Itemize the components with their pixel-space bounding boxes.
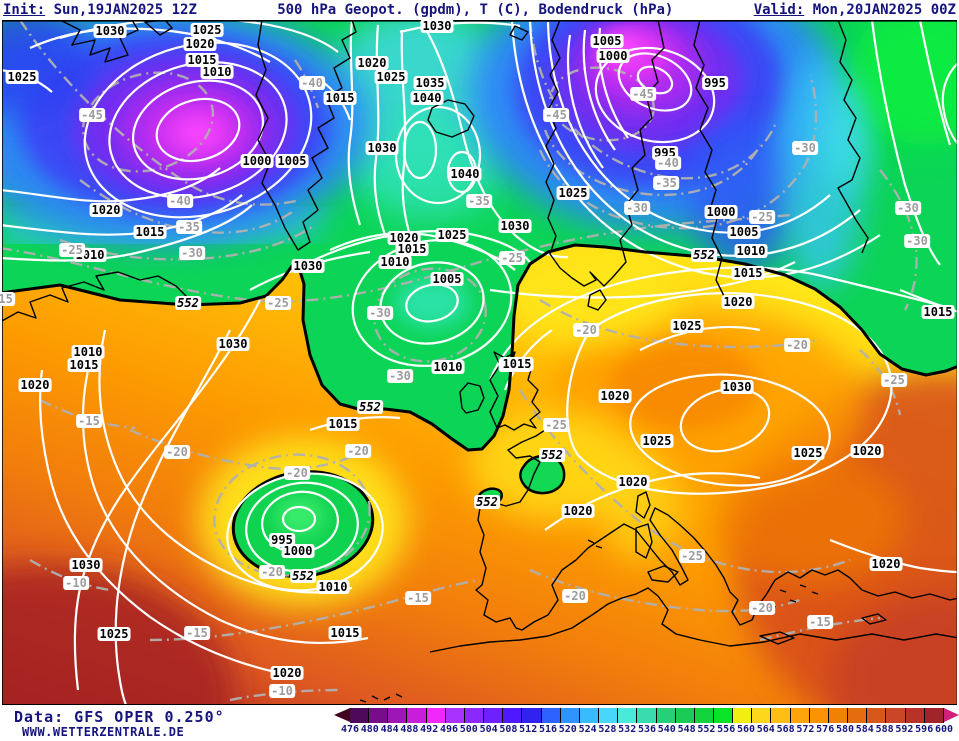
colorbar-tick-label: 496 bbox=[439, 724, 459, 735]
colorbar-cell bbox=[522, 708, 542, 723]
colorbar-cell bbox=[445, 708, 465, 723]
colorbar bbox=[350, 708, 944, 723]
colorbar-cell bbox=[637, 708, 657, 723]
colorbar-tick-label: 540 bbox=[657, 724, 676, 735]
colorbar-tick-label: 588 bbox=[875, 724, 894, 735]
colorbar-tick-label: 532 bbox=[618, 724, 637, 735]
colorbar-tick-label: 560 bbox=[736, 724, 756, 735]
colorbar-cell bbox=[369, 708, 389, 723]
colorbar-tick-label: 512 bbox=[519, 724, 538, 735]
colorbar-cell bbox=[828, 708, 849, 723]
colorbar-tick-label: 592 bbox=[895, 724, 914, 735]
colorbar-tick-label: 492 bbox=[420, 724, 439, 735]
colorbar-tick-label: 580 bbox=[835, 724, 855, 735]
colorbar-cell bbox=[656, 708, 676, 723]
website-credit: WWW.WETTERZENTRALE.DE bbox=[22, 725, 185, 739]
colorbar-tick-label: 568 bbox=[776, 724, 795, 735]
colorbar-tick-label: 504 bbox=[479, 724, 498, 735]
colorbar-tick-label: 600 bbox=[934, 724, 954, 735]
colorbar-cell bbox=[752, 708, 772, 723]
colorbar-tick-label: 480 bbox=[360, 724, 379, 735]
colorbar-tick-label: 536 bbox=[637, 724, 657, 735]
colorbar-left-arrow-icon bbox=[334, 708, 350, 722]
colorbar-tick-label: 584 bbox=[855, 724, 874, 735]
colorbar-cell bbox=[713, 708, 734, 723]
colorbar-tick-label: 488 bbox=[400, 724, 419, 735]
header-bar: Init: Sun,19JAN2025 12Z 500 hPa Geopot. … bbox=[0, 0, 959, 20]
colorbar-cell bbox=[867, 708, 887, 723]
colorbar-cell bbox=[541, 708, 561, 723]
colorbar-tick-label: 500 bbox=[459, 724, 478, 735]
colorbar-cell bbox=[618, 708, 638, 723]
colorbar-cell bbox=[560, 708, 580, 723]
colorbar-tick-label: 556 bbox=[717, 724, 736, 735]
colorbar-cell bbox=[733, 708, 753, 723]
colorbar-scale-labels: 476 480 484 488 492 496 500 504 508 512 516 520 524 5… bbox=[341, 724, 953, 736]
colorbar-cell bbox=[675, 708, 695, 723]
colorbar-cell bbox=[848, 708, 868, 723]
colorbar-tick-label: 596 bbox=[915, 724, 934, 735]
colorbar-tick-label: 552 bbox=[697, 724, 716, 735]
colorbar-cell bbox=[464, 708, 485, 723]
colorbar-tick-label: 572 bbox=[796, 724, 815, 735]
colorbar-tick-label: 476 bbox=[340, 724, 360, 735]
colorbar-cell bbox=[503, 708, 523, 723]
valid-datetime: Valid: Mon,20JAN2025 00Z bbox=[753, 2, 956, 18]
colorbar-cell bbox=[924, 708, 944, 723]
colorbar-cell bbox=[407, 708, 427, 723]
colorbar-cell bbox=[886, 708, 906, 723]
init-label: Init: bbox=[3, 2, 46, 18]
colorbar-cell bbox=[905, 708, 925, 723]
colorbar-cell bbox=[599, 708, 619, 723]
colorbar-tick-label: 528 bbox=[598, 724, 617, 735]
colorbar-cell bbox=[790, 708, 810, 723]
colorbar-cell bbox=[350, 708, 370, 723]
colorbar-tick-label: 520 bbox=[558, 724, 577, 735]
colorbar-cell bbox=[388, 708, 408, 723]
colorbar-cell bbox=[426, 708, 446, 723]
colorbar-tick-label: 576 bbox=[816, 724, 835, 735]
valid-label: Valid: bbox=[753, 2, 805, 18]
colorbar-cell bbox=[484, 708, 504, 723]
data-source: Data: GFS OPER 0.250° bbox=[14, 708, 225, 726]
colorbar-cell bbox=[579, 708, 600, 723]
init-datetime: Init: Sun,19JAN2025 12Z bbox=[3, 2, 197, 18]
colorbar-tick-label: 484 bbox=[380, 724, 399, 735]
colorbar-tick-label: 516 bbox=[538, 724, 558, 735]
map-title: 500 hPa Geopot. (gpdm), T (C), Bodendruc… bbox=[277, 2, 674, 18]
colorbar-tick-label: 524 bbox=[578, 724, 597, 735]
colorbar-tick-label: 564 bbox=[756, 724, 775, 735]
colorbar-cell bbox=[771, 708, 791, 723]
footer-bar: Data: GFS OPER 0.250° WWW.WETTERZENTRALE… bbox=[0, 705, 959, 741]
colorbar-tick-label: 548 bbox=[677, 724, 696, 735]
colorbar-right-arrow-icon bbox=[944, 708, 959, 722]
colorbar-tick-label: 508 bbox=[499, 724, 518, 735]
colorbar-cell bbox=[809, 708, 829, 723]
colorbar-cell bbox=[694, 708, 714, 723]
